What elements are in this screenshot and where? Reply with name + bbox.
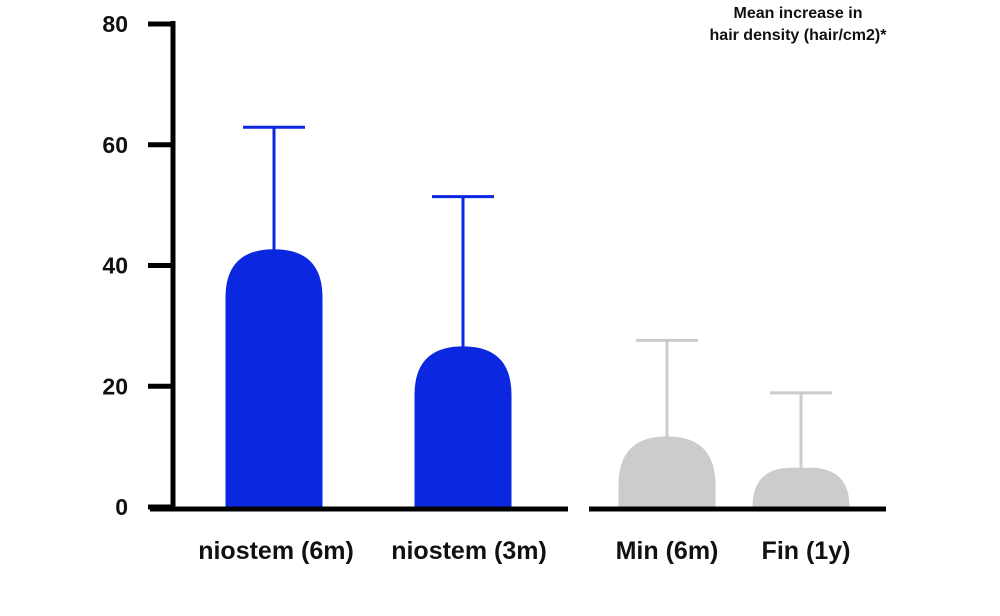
y-ticks: 0 20 40 60 80 <box>102 11 173 520</box>
x-tick-label-niostem-3m: niostem (3m) <box>391 537 547 565</box>
bar-niostem-6m <box>225 249 323 508</box>
x-tick-label-niostem-6m: niostem (6m) <box>198 537 354 565</box>
annotation-line-2: hair density (hair/cm2)* <box>710 27 888 44</box>
bar-min-6m <box>618 436 716 507</box>
bar-fin-1y <box>752 467 850 507</box>
bars <box>225 249 850 508</box>
x-tick-label-min-6m: Min (6m) <box>616 537 719 565</box>
x-tick-labels: niostem (6m) niostem (3m) Min (6m) Fin (1y) <box>198 537 850 565</box>
annotation-line-1: Mean increase in <box>734 5 863 22</box>
bar-niostem-3m <box>414 346 512 507</box>
y-tick-label-60: 60 <box>102 132 128 158</box>
x-tick-label-fin-1y: Fin (1y) <box>762 537 851 565</box>
y-tick-label-80: 80 <box>102 11 128 37</box>
y-tick-label-0: 0 <box>115 494 128 520</box>
error-bars <box>243 125 832 473</box>
y-tick-label-20: 20 <box>102 373 128 399</box>
y-tick-label-40: 40 <box>102 253 128 279</box>
